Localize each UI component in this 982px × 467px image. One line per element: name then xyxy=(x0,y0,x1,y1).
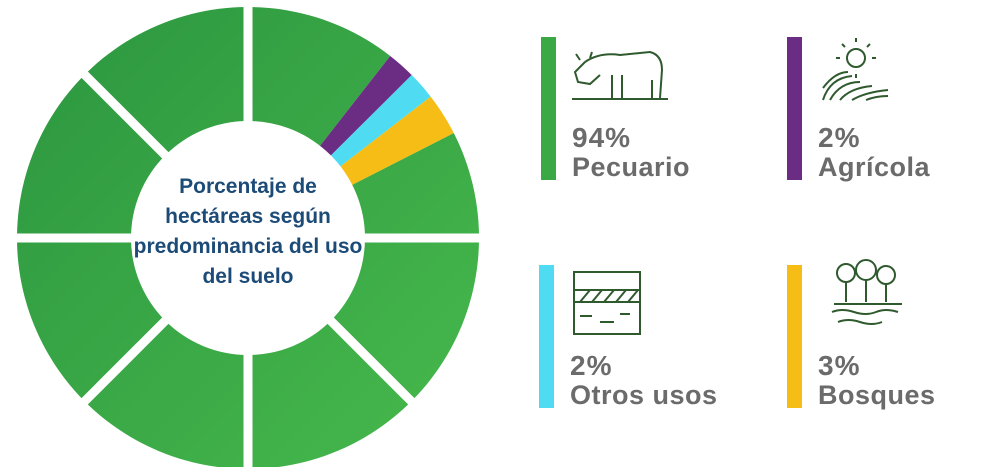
donut-slice xyxy=(315,55,412,161)
legend-label: Bosques xyxy=(818,380,936,410)
soil-icon xyxy=(573,271,641,335)
sun-field-icon xyxy=(822,38,889,101)
legend-label: Agrícola xyxy=(818,152,931,182)
legend-swatch xyxy=(539,265,554,408)
donut-gaps xyxy=(12,2,484,467)
legend-label: Otros usos xyxy=(570,380,718,410)
donut-slice xyxy=(334,96,454,188)
gap xyxy=(319,309,419,409)
legend-value: 2% xyxy=(818,122,860,153)
legend-value: 94% xyxy=(572,122,631,153)
gap xyxy=(77,67,177,167)
legend-value: 2% xyxy=(570,350,612,381)
legend-swatch xyxy=(541,37,556,180)
legend-swatch xyxy=(787,37,802,180)
legend-label: Pecuario xyxy=(572,152,690,182)
donut-slice xyxy=(325,75,431,171)
chart-title: Porcentaje de hectáreas según predominan… xyxy=(133,175,363,288)
legend-swatch xyxy=(787,265,802,408)
legend-value: 3% xyxy=(818,350,860,381)
gap xyxy=(77,309,177,409)
cow-icon xyxy=(572,50,668,100)
donut-hole xyxy=(131,121,365,355)
forest-icon xyxy=(831,259,902,325)
